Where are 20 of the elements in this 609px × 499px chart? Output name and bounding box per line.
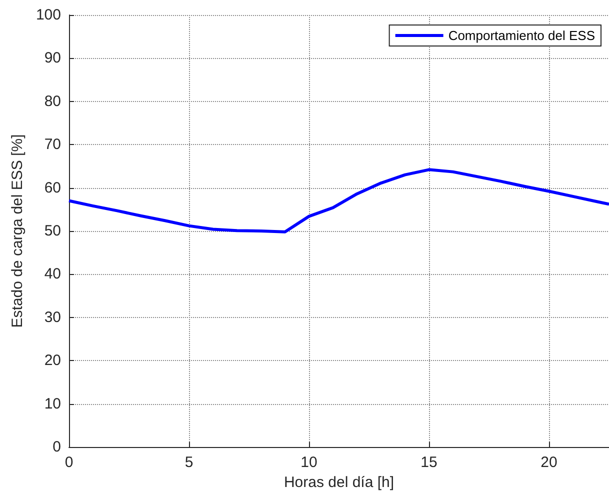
legend-label: Comportamiento del ESS	[448, 28, 596, 43]
y-tick-label: 20	[44, 352, 61, 370]
y-tick-label: 30	[44, 308, 61, 326]
y-tick-label: 80	[44, 92, 61, 110]
x-tick-label: 5	[184, 454, 194, 471]
x-axis-title: Horas del día [h]	[284, 474, 394, 491]
x-tick-label: 10	[300, 454, 318, 471]
x-tick-label: 0	[64, 454, 74, 471]
y-tick-label: 10	[44, 395, 61, 412]
y-tick-label: 0	[52, 438, 61, 456]
y-tick-label: 60	[44, 179, 61, 196]
y-tick-label: 40	[44, 266, 61, 283]
y-tick-label: 70	[44, 136, 61, 154]
x-tick-label: 15	[420, 454, 438, 471]
x-tick-label: 20	[540, 454, 558, 471]
y-axis-title: Estado de carga del ESS [%]	[9, 134, 26, 328]
line-series	[68, 168, 609, 234]
y-tick-label: 90	[44, 50, 61, 67]
y-tick-label: 50	[44, 222, 61, 240]
y-tick-label: 100	[36, 6, 61, 24]
